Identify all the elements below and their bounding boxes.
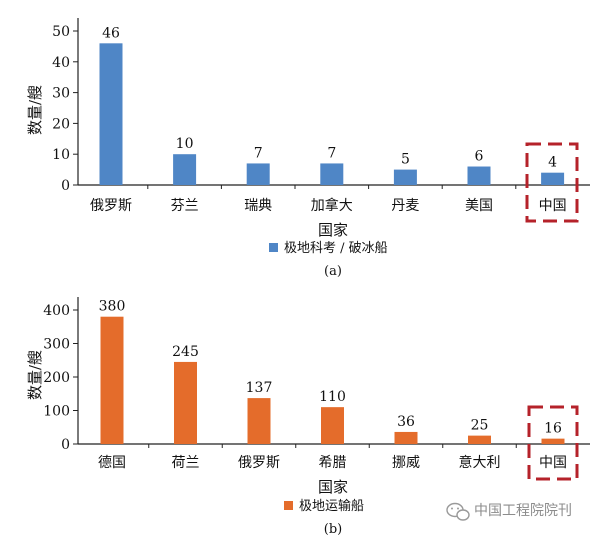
chart-a-data-label: 46 xyxy=(102,25,120,41)
chart-b-category-label: 荷兰 xyxy=(172,455,200,471)
chart-b-data-label: 25 xyxy=(471,418,489,434)
chart-b-category-label: 意大利 xyxy=(459,454,501,471)
chart-a-ytick-label: 50 xyxy=(52,24,70,40)
chart-a-category-label: 丹麦 xyxy=(391,198,419,214)
chart-b-xlabel: 国家 xyxy=(318,478,348,496)
chart-a-bar xyxy=(541,172,565,185)
chart-a-data-label: 4 xyxy=(548,155,557,171)
chart-b-ytick-label: 100 xyxy=(43,404,70,420)
chart-b-category-label: 挪威 xyxy=(392,455,420,471)
chart-b-ytick-label: 300 xyxy=(43,337,70,353)
chart-a-data-label: 6 xyxy=(475,149,484,165)
chart-a-category-label: 加拿大 xyxy=(311,197,353,214)
chart-a-category-label: 芬兰 xyxy=(171,198,199,214)
wechat-icon xyxy=(446,502,470,521)
chart-a-category-label: 瑞典 xyxy=(244,198,272,214)
chart-a-bar xyxy=(99,43,123,185)
chart-a-bar xyxy=(173,154,197,185)
chart-a-highlight-box xyxy=(525,142,579,223)
chart-a-data-label: 7 xyxy=(327,145,336,161)
chart-b-ylabel: 数量/艘 xyxy=(26,350,44,400)
chart-a-category-label: 中国 xyxy=(539,198,567,214)
chart-a-bar xyxy=(393,169,417,185)
chart-a-xlabel: 国家 xyxy=(318,221,348,239)
chart-b-ytick-label: 0 xyxy=(61,437,70,453)
watermark-text: 中国工程院院刊 xyxy=(474,503,572,519)
chart-a-bar xyxy=(320,163,344,185)
chart-b-bar xyxy=(100,316,124,444)
chart-b-data-label: 380 xyxy=(99,299,126,315)
chart-a-caption: (a) xyxy=(324,264,342,279)
chart-b-data-label: 245 xyxy=(172,344,199,360)
chart-b: 数量/艘 0 100 200 300 400 380 245 137 110 36 25 16 德国… xyxy=(26,297,590,537)
chart-b-category-label: 中国 xyxy=(539,455,567,471)
chart-a-bar xyxy=(246,163,270,185)
chart-a-ytick-label: 40 xyxy=(52,55,70,71)
chart-a-data-label: 7 xyxy=(254,145,263,161)
chart-b-bar xyxy=(321,407,344,444)
chart-b-highlight-box xyxy=(527,405,579,481)
chart-b-ytick-label: 200 xyxy=(43,370,70,386)
chart-a-legend-swatch xyxy=(269,243,278,252)
chart-a-ytick-label: 20 xyxy=(52,116,70,132)
chart-b-data-label: 16 xyxy=(544,421,562,437)
chart-b-data-label: 110 xyxy=(319,389,346,405)
chart-a-ylabel: 数量/艘 xyxy=(26,85,44,135)
chart-a-data-label: 5 xyxy=(401,152,410,168)
chart-b-data-label: 36 xyxy=(397,414,415,430)
chart-b-data-label: 137 xyxy=(246,380,273,396)
chart-b-category-label: 俄罗斯 xyxy=(238,455,280,471)
chart-b-category-label: 德国 xyxy=(98,455,126,471)
chart-a-ytick-label: 0 xyxy=(61,178,70,194)
chart-b-bar xyxy=(174,361,197,444)
chart-a-data-label: 10 xyxy=(176,136,194,152)
chart-a-bar xyxy=(467,166,491,185)
chart-b-bar xyxy=(541,438,565,444)
chart-b-legend-label: 极地运输船 xyxy=(299,498,364,514)
chart-a: 数量/艘 0 10 20 30 40 50 46 10 7 7 5 6 4 俄罗斯 芬兰 瑞典 加拿大 丹麦 美… xyxy=(26,18,590,279)
chart-b-bar xyxy=(394,431,418,444)
watermark: 中国工程院院刊 xyxy=(446,502,572,521)
chart-a-category-label: 俄罗斯 xyxy=(90,198,132,214)
chart-b-legend-swatch xyxy=(284,501,293,510)
chart-b-bar xyxy=(468,435,491,444)
chart-b-ytick-label: 400 xyxy=(43,303,70,319)
chart-a-ytick-label: 30 xyxy=(52,86,70,102)
chart-a-legend-label: 极地科考 / 破冰船 xyxy=(284,241,388,256)
chart-b-caption: (b) xyxy=(324,522,342,537)
chart-a-ytick-label: 10 xyxy=(52,147,70,163)
chart-a-category-label: 美国 xyxy=(465,198,493,214)
chart-b-bar xyxy=(247,398,271,444)
chart-b-category-label: 希腊 xyxy=(319,455,347,471)
